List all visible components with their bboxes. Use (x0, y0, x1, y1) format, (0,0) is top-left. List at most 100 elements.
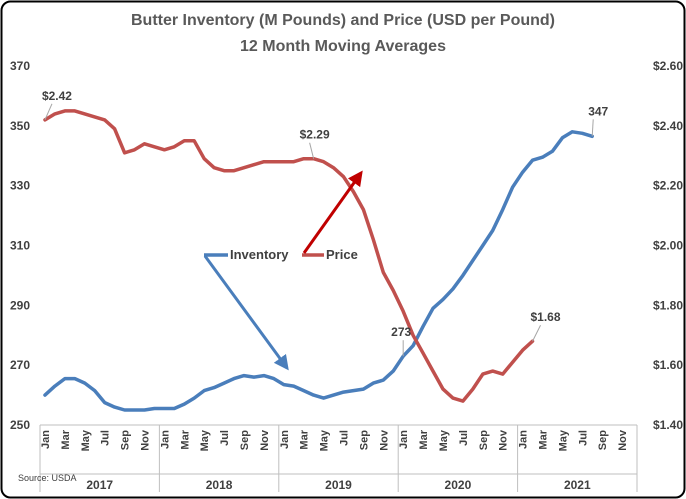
y-right-tick-label: $2.40 (653, 119, 683, 133)
x-tick-label-month: Jul (338, 430, 350, 446)
data-point-price (53, 112, 57, 116)
data-point-inventory (431, 307, 435, 310)
data-point-price (93, 115, 96, 119)
data-point-price (471, 387, 474, 391)
data-point-price (83, 112, 87, 116)
annotation-label: $1.68 (531, 310, 561, 324)
data-point-inventory (63, 377, 67, 380)
legend-price-label: Price (326, 247, 358, 262)
y-right-tick-label: $1.40 (653, 418, 683, 432)
source-note: Source: USDA (18, 473, 77, 483)
x-tick-label-year: 2019 (325, 478, 352, 492)
data-point-inventory (332, 393, 335, 397)
data-point-price (491, 369, 494, 373)
data-point-price (63, 109, 67, 113)
data-point-inventory (183, 402, 186, 406)
data-point-price (342, 175, 345, 178)
data-point-price (332, 166, 335, 169)
data-point-price (481, 372, 484, 376)
y-left-tick-label: 370 (10, 59, 30, 73)
y-left-tick-label: 350 (10, 119, 30, 133)
x-tick-label-month: Nov (617, 429, 629, 451)
y-left-tick-label: 310 (10, 239, 30, 253)
data-point-inventory (402, 355, 405, 358)
annotation-label: $2.42 (42, 89, 72, 103)
x-tick-label-month: Jan (40, 430, 52, 449)
data-point-inventory (511, 186, 514, 189)
x-tick-label-year: 2020 (445, 478, 472, 492)
x-tick-label-month: Mar (299, 429, 311, 449)
data-point-price (411, 334, 415, 337)
data-point-inventory (272, 377, 275, 380)
x-tick-label-month: Nov (498, 429, 510, 451)
chart-subtitle: 12 Month Moving Averages (240, 38, 446, 55)
y-right-tick-label: $2.20 (653, 179, 683, 193)
data-point-price (501, 372, 504, 376)
data-point-inventory (491, 229, 494, 232)
data-point-inventory (93, 389, 96, 392)
data-point-price (272, 160, 275, 163)
data-point-inventory (441, 298, 445, 301)
data-point-inventory (551, 150, 554, 153)
annotation-label: $2.29 (300, 128, 330, 142)
data-point-price (163, 148, 166, 151)
data-point-inventory (193, 396, 196, 400)
x-tick-label-month: Jul (100, 430, 112, 446)
data-point-price (103, 118, 106, 122)
data-point-price (352, 190, 355, 193)
x-tick-label-month: Nov (139, 429, 151, 451)
data-point-price (441, 387, 445, 391)
data-point-price (461, 399, 465, 403)
annotation-leader-line (532, 325, 541, 342)
series-line-price (43, 109, 535, 403)
legend: Inventory Price (203, 170, 363, 371)
annotation-label: 273 (391, 325, 411, 339)
data-point-inventory (521, 171, 524, 174)
data-point-inventory (222, 381, 226, 385)
data-point-inventory (481, 244, 484, 247)
data-point-inventory (461, 274, 465, 277)
data-point-price (392, 289, 395, 292)
data-point-inventory (173, 407, 176, 410)
price-pointer-arrow (302, 170, 363, 254)
annotations: $2.42 $2.29 $1.68 273 347 (42, 89, 609, 357)
y-left-tick-label: 250 (10, 418, 30, 432)
data-point-inventory (421, 325, 425, 328)
data-point-inventory (342, 390, 345, 394)
data-point-price (173, 145, 176, 148)
data-point-inventory (411, 344, 415, 347)
data-point-inventory (312, 393, 315, 397)
annotation-leader-line (309, 142, 315, 159)
data-point-inventory (501, 208, 504, 211)
x-tick-label-month: May (319, 429, 331, 451)
x-tick-label-year: 2021 (564, 478, 591, 492)
data-point-inventory (581, 132, 584, 135)
data-point-price (183, 139, 186, 142)
data-point-inventory (113, 405, 116, 409)
data-point-price (521, 349, 524, 352)
data-point-price (113, 127, 116, 130)
y-right-tick-label: $2.60 (653, 59, 683, 73)
data-point-price (322, 160, 325, 163)
data-point-price (222, 169, 226, 172)
data-point-price (362, 208, 365, 211)
data-point-inventory (212, 386, 216, 389)
data-point-price (143, 142, 146, 145)
x-tick-label-month: Jan (279, 430, 291, 449)
data-point-price (193, 139, 196, 142)
data-point-inventory (471, 259, 474, 262)
x-tick-label-year: 2018 (206, 478, 233, 492)
annotation-leader-line (591, 119, 594, 137)
data-point-price (262, 160, 266, 163)
data-point-inventory (292, 384, 295, 388)
data-point-price (402, 310, 405, 313)
annotation-leader-line (44, 103, 53, 121)
data-point-price (302, 157, 305, 160)
data-point-inventory (163, 407, 166, 410)
x-tick-label-month: Jul (458, 430, 470, 446)
data-point-price (421, 352, 425, 355)
data-point-inventory (133, 408, 136, 412)
data-point-inventory (143, 408, 146, 412)
x-tick-label-month: May (438, 429, 450, 451)
